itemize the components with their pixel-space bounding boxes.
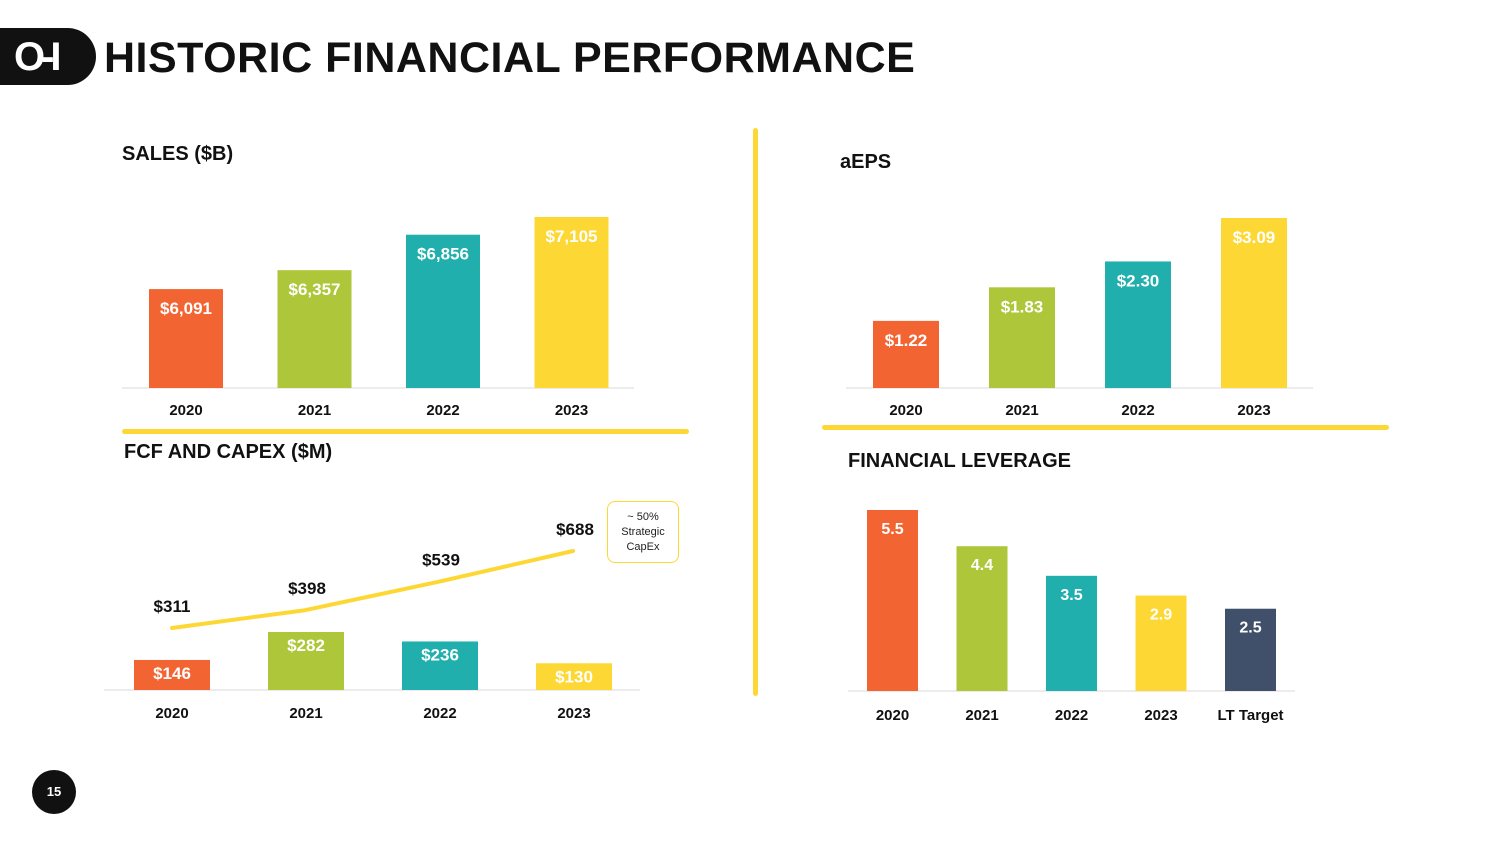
sales-data-label: $6,357 [289, 280, 341, 299]
aeps-tick-label: 2023 [1237, 402, 1270, 419]
aeps-tick-label: 2022 [1121, 402, 1154, 419]
fcf-data-label: $236 [421, 645, 459, 664]
aeps-tick-label: 2021 [1005, 402, 1038, 419]
sales-bar [149, 289, 223, 388]
sales-chart-title: SALES ($B) [122, 143, 234, 165]
fcf-tick-label: 2020 [155, 705, 188, 722]
aeps-data-label: $2.30 [1117, 271, 1160, 290]
leverage-tick-label: LT Target [1217, 707, 1283, 724]
sales-bar [277, 270, 352, 388]
sales-data-label: $7,105 [546, 227, 598, 246]
fcf-data-label: $130 [555, 667, 593, 686]
aeps-tick-label: 2020 [889, 402, 922, 419]
right-horizontal-divider [822, 425, 1389, 430]
leverage-tick-label: 2021 [965, 707, 998, 724]
page-title: HISTORIC FINANCIAL PERFORMANCE [104, 34, 916, 82]
leverage-bar [956, 546, 1008, 691]
left-horizontal-divider [122, 429, 689, 434]
leverage-tick-label: 2020 [876, 707, 909, 724]
fcf-bar [402, 641, 478, 690]
sales-tick-label: 2020 [169, 402, 202, 419]
vertical-divider [753, 128, 758, 696]
leverage-data-label: 2.5 [1239, 620, 1261, 637]
leverage-bar [867, 510, 918, 691]
aeps-bar [873, 320, 939, 388]
fcf-data-label: $282 [287, 636, 325, 655]
sales-tick-label: 2021 [298, 402, 331, 419]
capex-line [170, 549, 575, 630]
fcf-tick-label: 2021 [289, 705, 322, 722]
aeps-bar [989, 287, 1055, 388]
fcf-tick-label: 2022 [423, 705, 456, 722]
logo-block: O-I [0, 28, 96, 85]
leverage-data-label: 4.4 [971, 557, 993, 574]
sales-data-label: $6,091 [160, 299, 212, 318]
leverage-data-label: 2.9 [1150, 607, 1172, 624]
leverage-tick-label: 2023 [1144, 707, 1177, 724]
aeps-bar [1105, 261, 1171, 388]
aeps-data-label: $1.22 [885, 331, 928, 350]
page-number: 15 [32, 770, 76, 814]
leverage-bar [1135, 595, 1187, 691]
capex-data-label: $688 [556, 520, 594, 539]
fcf-bar [536, 663, 612, 690]
leverage-tick-label: 2022 [1055, 707, 1088, 724]
sales-tick-label: 2023 [555, 402, 588, 419]
fcf-bar [134, 659, 210, 690]
aeps-chart-title: aEPS [840, 151, 892, 173]
leverage-data-label: 5.5 [881, 521, 903, 538]
leverage-data-label: 3.5 [1060, 587, 1082, 604]
leverage-chart-title: FINANCIAL LEVERAGE [848, 450, 1071, 472]
sales-bar [406, 234, 480, 388]
capex-data-label: $311 [154, 597, 191, 616]
aeps-data-label: $3.09 [1233, 228, 1276, 247]
fcf-tick-label: 2023 [557, 705, 590, 722]
fcf-data-label: $146 [153, 664, 191, 683]
aeps-bar [1221, 218, 1287, 388]
sales-bar [534, 217, 609, 388]
capex-data-label: $539 [422, 550, 460, 569]
logo: O-I [14, 35, 62, 79]
leverage-bar [1225, 608, 1276, 691]
strategic-capex-callout: ~ 50% Strategic CapEx [607, 501, 679, 563]
leverage-bar [1046, 575, 1097, 691]
sales-tick-label: 2022 [426, 402, 459, 419]
aeps-data-label: $1.83 [1001, 297, 1044, 316]
capex-data-label: $398 [288, 579, 326, 598]
fcf-capex-chart-title: FCF AND CAPEX ($M) [124, 441, 333, 463]
fcf-bar [268, 632, 344, 690]
sales-data-label: $6,856 [417, 245, 469, 264]
